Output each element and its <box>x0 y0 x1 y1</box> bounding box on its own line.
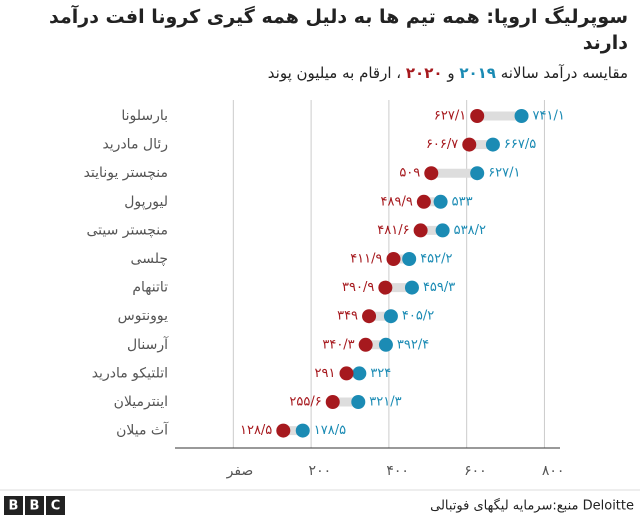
value-label: ۳۹۰/۹ <box>342 280 374 295</box>
value-label: ۴۰۵/۲ <box>402 309 434 324</box>
dot <box>413 223 428 238</box>
dot <box>424 166 439 181</box>
value-label: ۳۴۰/۳ <box>322 337 354 352</box>
logo-box <box>25 496 44 515</box>
value-label: ۱۷۸/۵ <box>314 423 346 438</box>
dot <box>386 252 401 266</box>
dot <box>435 223 450 238</box>
dot <box>462 137 477 152</box>
dot <box>485 137 500 152</box>
legend-entry: ۲۰۱۹ <box>459 64 496 82</box>
value-label: ۳۲۴ <box>370 366 391 381</box>
value-label: ۴۵۲/۲ <box>420 252 452 267</box>
dot <box>404 280 419 295</box>
dot <box>325 395 340 409</box>
x-tick-label: صفر <box>226 463 254 479</box>
category-label: تاتنهام <box>132 280 168 296</box>
chart-title: سوپرلیگ اروپا: همه تیم ها به دلیل همه گی… <box>49 6 628 54</box>
logo-letter: C <box>51 499 61 514</box>
value-label: ۱۲۸/۵ <box>240 423 272 438</box>
value-label: ۵۳۳ <box>452 194 473 209</box>
value-label: ۲۹۱ <box>315 366 336 381</box>
dot <box>383 309 398 324</box>
dot <box>362 309 377 324</box>
x-tick-label: ۴۰۰ <box>386 463 409 479</box>
category-label: منچستر سیتی <box>87 222 169 238</box>
dot <box>276 423 291 438</box>
dot <box>402 252 417 266</box>
x-tick-label: ۸۰۰ <box>542 463 565 479</box>
dot <box>514 109 529 123</box>
subtitle-text: و <box>447 64 455 82</box>
logo-letter: B <box>30 499 40 514</box>
value-label: ۴۸۱/۶ <box>377 223 409 238</box>
subtitle-text: ، ارقام به میلیون پوند <box>267 64 402 82</box>
dot <box>416 194 431 209</box>
dot <box>378 337 393 352</box>
value-label: ۶۶۷/۵ <box>504 137 536 152</box>
source: منبع:سرمایه لیگهای فوتبالی Deloitte <box>430 498 634 514</box>
category-label: لیورپول <box>124 194 168 210</box>
x-tick-label: ۶۰۰ <box>464 463 487 479</box>
category-label: اتلتیکو مادرید <box>92 365 168 381</box>
logo-box <box>46 496 65 515</box>
category-label: رئال مادرید <box>102 137 168 153</box>
value-label: ۴۸۹/۹ <box>381 194 413 209</box>
category-label: اینترمیلان <box>114 394 168 410</box>
dot <box>352 366 367 381</box>
logo-box <box>4 496 23 515</box>
value-label: ۲۵۵/۶ <box>289 395 321 410</box>
value-label: ۶۲۷/۱ <box>488 166 520 181</box>
category-label: منچستر یونایتد <box>84 165 168 181</box>
category-label: آث میلان <box>116 422 169 439</box>
logo-letter: B <box>9 499 19 514</box>
dot <box>295 423 310 438</box>
dot <box>470 109 485 123</box>
dot <box>358 337 373 352</box>
x-tick-label: ۲۰۰ <box>309 463 332 479</box>
dot <box>378 280 393 295</box>
value-label: ۶۲۷/۱ <box>434 109 466 124</box>
dot <box>351 395 366 409</box>
legend-entry: ۲۰۲۰ <box>405 64 443 82</box>
category-label: یوونتوس <box>118 308 168 324</box>
value-label: ۵۰۹ <box>399 166 420 181</box>
subtitle-text: مقایسه درآمد سالانه <box>500 64 628 82</box>
subtitle: مقایسه درآمد سالانه ۲۰۱۹ و ۲۰۲۰ ، ارقام … <box>268 64 628 82</box>
dot <box>339 366 354 381</box>
value-label: ۳۲۱/۳ <box>369 395 401 410</box>
value-label: ۶۰۶/۷ <box>426 137 458 152</box>
category-label: چلسی <box>131 251 168 267</box>
dot <box>470 166 485 181</box>
value-label: ۳۹۲/۴ <box>397 337 429 352</box>
value-label: ۴۵۹/۳ <box>423 280 455 295</box>
value-label: ۳۴۹ <box>337 309 358 324</box>
dot <box>433 194 448 209</box>
category-label: بارسلونا <box>121 108 168 124</box>
value-label: ۷۴۱/۱ <box>533 109 565 124</box>
value-label: ۴۱۱/۹ <box>350 252 382 267</box>
value-label: ۵۳۸/۲ <box>454 223 486 238</box>
category-label: آرسنال <box>127 336 169 353</box>
